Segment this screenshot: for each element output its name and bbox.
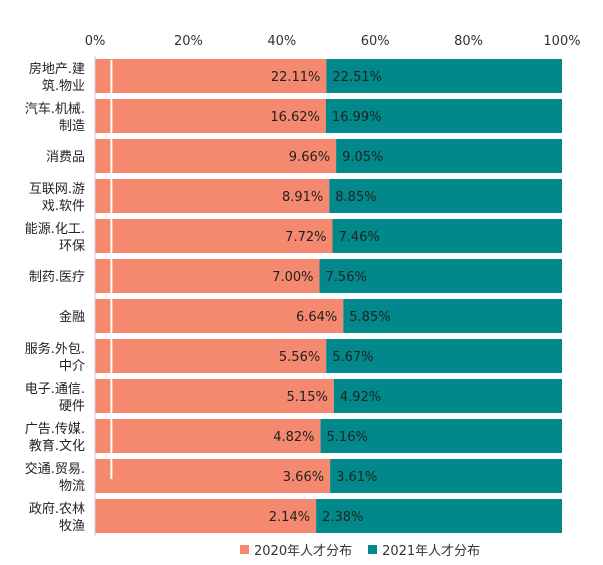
data-label-2020: 9.66% bbox=[289, 150, 330, 165]
bar-2021 bbox=[332, 219, 562, 253]
chart-legend: 2020年人才分布 2021年人才分布 bbox=[240, 540, 480, 559]
category-label: 硬件 bbox=[59, 399, 85, 414]
bar-2021 bbox=[325, 99, 562, 133]
legend-swatch-2020 bbox=[240, 545, 249, 554]
bar-2020 bbox=[95, 419, 321, 453]
data-label-2020: 8.91% bbox=[282, 190, 323, 205]
bar-2020 bbox=[95, 339, 327, 373]
x-tick-label: 80% bbox=[454, 34, 483, 49]
bar-2021 bbox=[343, 299, 562, 333]
x-tick-label: 40% bbox=[267, 34, 296, 49]
category-label: 交通.贸易. bbox=[25, 461, 85, 477]
x-tick-label: 20% bbox=[174, 34, 203, 49]
bar-2020 bbox=[95, 139, 337, 173]
category-label: 教育.文化 bbox=[29, 438, 85, 454]
x-tick-label: 60% bbox=[361, 34, 390, 49]
category-label: 能源.化工. bbox=[25, 222, 85, 237]
data-label-2021: 16.99% bbox=[332, 110, 382, 125]
bar-2021 bbox=[326, 339, 562, 373]
data-label-2021: 7.46% bbox=[338, 230, 379, 245]
category-label: 互联网.游 bbox=[29, 182, 85, 197]
bar-2021 bbox=[320, 419, 562, 453]
bar-2020 bbox=[95, 299, 344, 333]
bar-2020 bbox=[95, 459, 331, 493]
category-label: 牧渔 bbox=[59, 519, 85, 534]
legend-swatch-2021 bbox=[368, 545, 378, 554]
bar-2021 bbox=[319, 259, 562, 293]
bar-2021 bbox=[330, 459, 562, 493]
bar-2020 bbox=[95, 179, 330, 213]
bar-2021 bbox=[326, 59, 562, 93]
bar-2020 bbox=[95, 499, 317, 533]
legend-label-2020: 2020年人才分布 bbox=[254, 544, 353, 559]
category-label: 广告.传媒. bbox=[25, 422, 85, 437]
bar-2021 bbox=[329, 179, 562, 213]
data-label-2020: 5.56% bbox=[279, 350, 320, 365]
data-label-2021: 4.92% bbox=[340, 390, 381, 405]
data-label-2020: 7.00% bbox=[272, 270, 313, 285]
data-label-2021: 5.67% bbox=[332, 350, 373, 365]
category-label: 汽车.机械. bbox=[25, 101, 85, 117]
category-label: 戏.软件 bbox=[42, 199, 85, 214]
legend-item-2021: 2021年人才分布 bbox=[368, 540, 480, 559]
data-label-2020: 16.62% bbox=[270, 110, 320, 125]
data-label-2020: 7.72% bbox=[285, 230, 326, 245]
data-label-2021: 9.05% bbox=[342, 150, 383, 165]
category-label: 消费品 bbox=[46, 150, 85, 165]
legend-label-2021: 2021年人才分布 bbox=[382, 544, 481, 559]
category-label: 金融 bbox=[59, 309, 85, 325]
category-label: 房地产.建 bbox=[29, 61, 85, 77]
x-tick-label: 100% bbox=[543, 34, 580, 49]
x-tick-label: 0% bbox=[85, 34, 106, 49]
data-label-2020: 22.11% bbox=[271, 70, 321, 85]
category-label: 筑.物业 bbox=[42, 78, 85, 94]
data-label-2021: 3.61% bbox=[336, 470, 377, 485]
data-label-2020: 5.15% bbox=[287, 390, 328, 405]
data-label-2021: 22.51% bbox=[332, 70, 382, 85]
category-label: 制造 bbox=[59, 119, 85, 134]
data-label-2020: 3.66% bbox=[283, 470, 324, 485]
category-label: 制药.医疗 bbox=[29, 270, 85, 285]
data-label-2021: 5.16% bbox=[327, 430, 368, 445]
bar-2021 bbox=[316, 499, 562, 533]
data-label-2021: 2.38% bbox=[322, 510, 363, 525]
category-label: 政府.农林 bbox=[29, 502, 85, 517]
data-label-2021: 8.85% bbox=[335, 190, 376, 205]
bar-2020 bbox=[95, 219, 333, 253]
category-label: 中介 bbox=[59, 359, 85, 374]
category-label: 物流 bbox=[59, 479, 85, 494]
data-label-2021: 7.56% bbox=[326, 270, 367, 285]
data-label-2021: 5.85% bbox=[349, 310, 390, 325]
bar-2021 bbox=[336, 139, 562, 173]
bar-2020 bbox=[95, 99, 326, 133]
bar-2020 bbox=[95, 379, 334, 413]
category-label: 服务.外包. bbox=[25, 341, 85, 357]
category-label: 电子.通信. bbox=[25, 382, 85, 397]
legend-item-2020: 2020年人才分布 bbox=[240, 540, 352, 559]
bar-2021 bbox=[333, 379, 562, 413]
category-label: 环保 bbox=[59, 239, 85, 254]
data-label-2020: 4.82% bbox=[273, 430, 314, 445]
data-label-2020: 2.14% bbox=[269, 510, 310, 525]
data-label-2020: 6.64% bbox=[296, 310, 337, 325]
bar-2020 bbox=[95, 259, 320, 293]
bar-2020 bbox=[95, 59, 327, 93]
